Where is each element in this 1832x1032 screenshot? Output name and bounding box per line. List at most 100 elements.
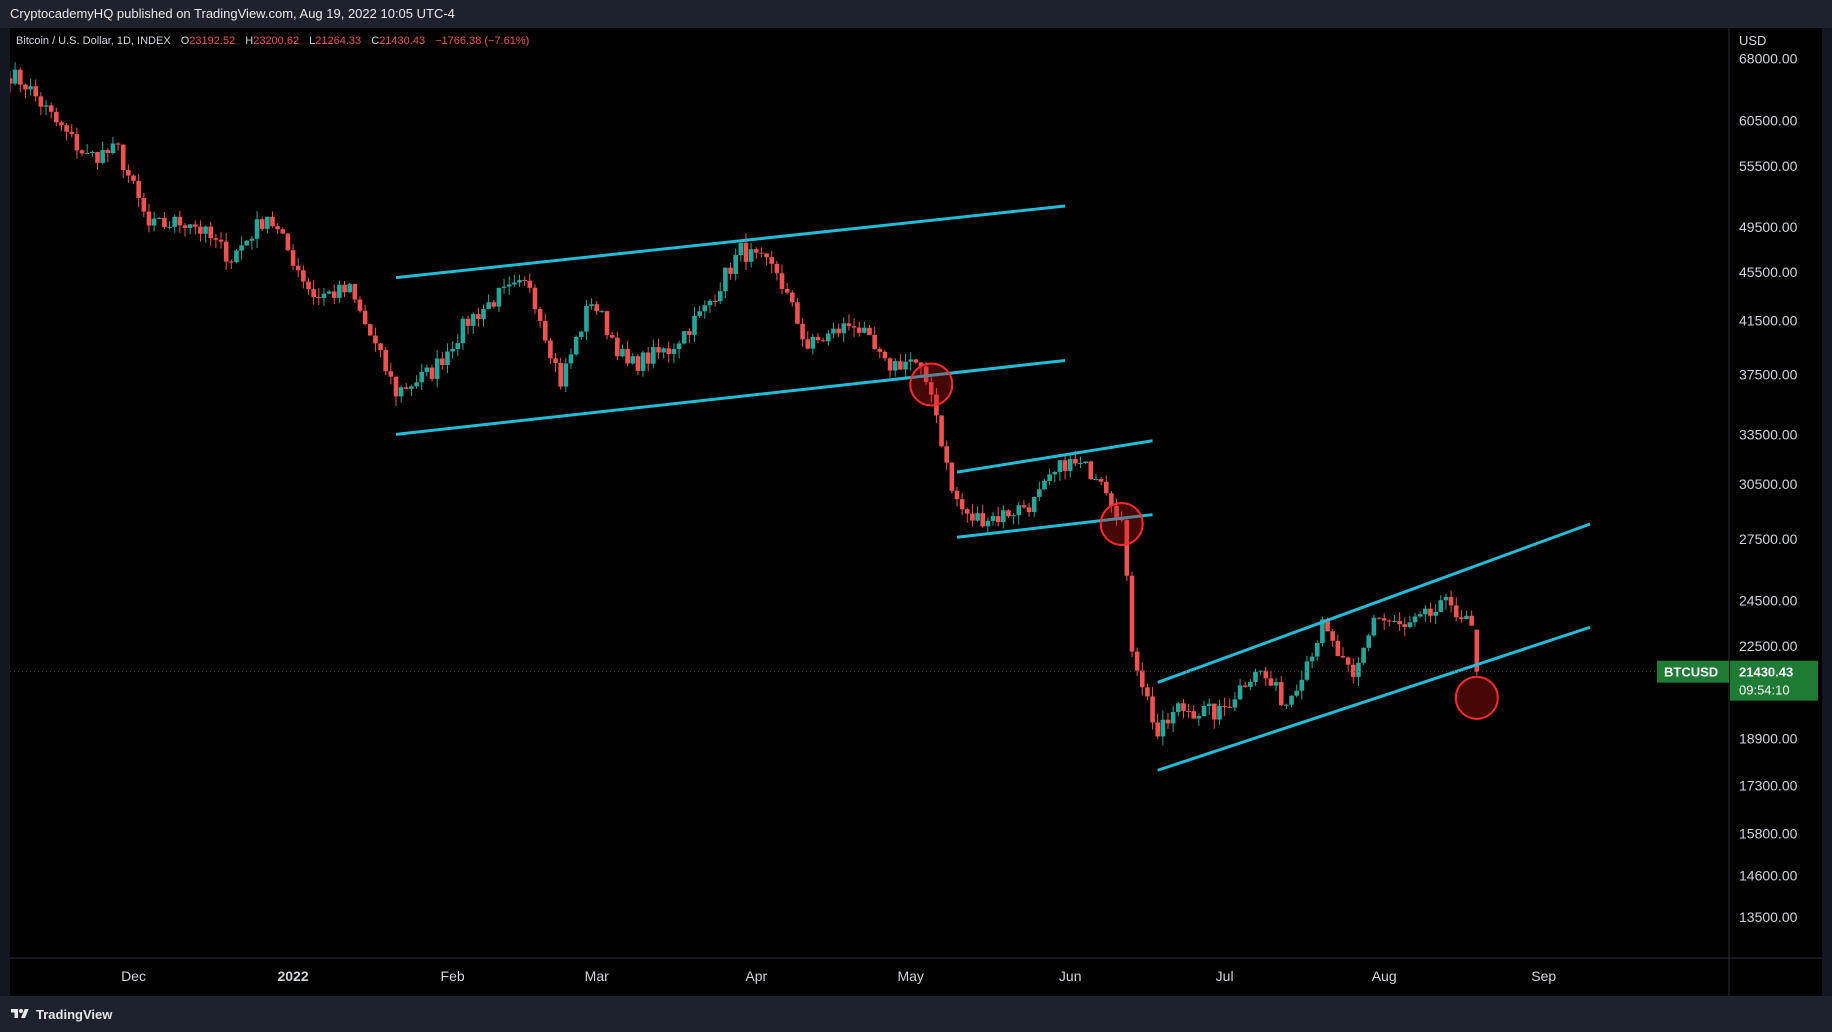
candle-body xyxy=(275,226,280,230)
candle-body xyxy=(192,224,198,227)
publisher-bar: CryptocademyHQ published on TradingView.… xyxy=(0,0,1832,28)
candle-body xyxy=(1387,620,1392,622)
price-tick-label: 45500.00 xyxy=(1739,264,1798,280)
candle-body xyxy=(182,225,188,228)
candle-body xyxy=(126,170,131,176)
candle-body xyxy=(1237,685,1243,700)
candle-body xyxy=(162,217,167,227)
candle-body xyxy=(326,291,332,294)
candle-body xyxy=(378,343,383,350)
channel-lower-line xyxy=(395,359,1066,436)
price-tick-label: 15800.00 xyxy=(1739,826,1798,842)
candle-body xyxy=(48,105,54,112)
price-axis[interactable]: USD 68000.00 60500.00 55500.00 49500.00 4550… xyxy=(1739,33,1798,925)
candle-body xyxy=(841,323,847,334)
chart-panel[interactable]: USD 68000.00 60500.00 55500.00 49500.00 4550… xyxy=(7,28,1822,996)
candle-body xyxy=(702,305,708,312)
candle-body xyxy=(1078,462,1083,464)
candle-body xyxy=(1340,656,1346,658)
candle-body xyxy=(1031,496,1037,512)
tradingview-logo[interactable]: TradingView xyxy=(10,1004,112,1024)
candle-body xyxy=(1268,678,1274,686)
candle-body xyxy=(1258,670,1263,672)
candle-body xyxy=(527,280,533,288)
candle-body xyxy=(769,257,775,264)
candle-body xyxy=(748,249,754,262)
candle-body xyxy=(239,245,244,251)
candle-body xyxy=(1392,620,1397,622)
candle-body xyxy=(146,211,152,226)
time-tick-label: Apr xyxy=(745,968,767,984)
candle-body xyxy=(1026,507,1032,512)
candle-body xyxy=(409,386,414,389)
price-tick-label: 60500.00 xyxy=(1739,112,1798,128)
candle-body xyxy=(671,348,677,354)
legend-open-label: O xyxy=(181,35,190,47)
candle-body xyxy=(362,310,368,325)
candle-body xyxy=(1402,624,1408,628)
candle-body xyxy=(1073,458,1078,464)
candle-body xyxy=(666,348,672,354)
breakdown-marker-circle xyxy=(1099,501,1144,546)
candle-body xyxy=(120,144,126,171)
candle-body xyxy=(1114,505,1119,520)
candle-body xyxy=(280,229,286,234)
candle-body xyxy=(918,362,924,367)
candle-body xyxy=(136,180,141,198)
candle-body xyxy=(1088,461,1094,480)
candle-body xyxy=(270,216,275,227)
candle-body xyxy=(105,150,111,153)
candle-body xyxy=(779,273,785,289)
candle-body xyxy=(625,348,630,364)
candle-body xyxy=(419,371,425,383)
candle-body xyxy=(1124,520,1130,576)
candle-body xyxy=(1139,670,1145,688)
candle-body xyxy=(676,343,682,349)
candle-body xyxy=(512,282,517,285)
candle-body xyxy=(1134,651,1140,671)
price-tick-label: 18900.00 xyxy=(1739,730,1798,746)
candle-body xyxy=(1474,629,1480,672)
time-axis[interactable]: Dec 2022 Feb Mar Apr May Jun Jul Aug Sep xyxy=(121,968,1556,984)
candle-body xyxy=(445,351,450,365)
candle-body xyxy=(1309,656,1315,662)
candle-body xyxy=(203,226,208,234)
price-tick-label: 17300.00 xyxy=(1739,777,1798,793)
last-price-badge: BTCUSD 21430.43 09:54:10 xyxy=(1657,660,1818,701)
candle-body xyxy=(1103,481,1109,494)
candle-body xyxy=(1356,662,1361,677)
candle-body xyxy=(604,311,610,336)
candle-body xyxy=(882,351,888,359)
candle-body xyxy=(172,216,177,227)
symbol-badge xyxy=(1657,660,1729,683)
symbol-badge-label: BTCUSD xyxy=(1664,665,1718,680)
candle-body xyxy=(1350,664,1356,677)
candle-body xyxy=(738,242,744,256)
candle-body xyxy=(1428,608,1433,616)
candle-body xyxy=(440,358,445,365)
candle-body xyxy=(59,122,64,126)
candle-body xyxy=(846,323,852,327)
candle-body xyxy=(594,304,600,312)
candle-body xyxy=(697,311,702,316)
price-chart[interactable]: USD 68000.00 60500.00 55500.00 49500.00 4550… xyxy=(7,28,1822,996)
candle-body xyxy=(1366,635,1372,648)
candle-body xyxy=(954,490,960,500)
time-tick-label: 2022 xyxy=(277,968,308,984)
time-tick-label: Feb xyxy=(441,968,465,984)
candle-body xyxy=(388,371,394,377)
candle-body xyxy=(558,363,563,387)
candle-body xyxy=(944,446,950,463)
candle-body xyxy=(743,242,749,262)
candle-body xyxy=(1423,608,1428,615)
candle-body xyxy=(1407,622,1413,628)
candle-body xyxy=(131,175,136,181)
candle-body xyxy=(69,131,75,135)
candle-body xyxy=(532,287,538,310)
candle-body xyxy=(306,281,311,290)
footer-bar xyxy=(0,996,1832,1032)
candle-body xyxy=(64,125,69,132)
candle-body xyxy=(476,314,481,319)
candle-body xyxy=(1083,461,1088,463)
candle-body xyxy=(1253,671,1258,682)
